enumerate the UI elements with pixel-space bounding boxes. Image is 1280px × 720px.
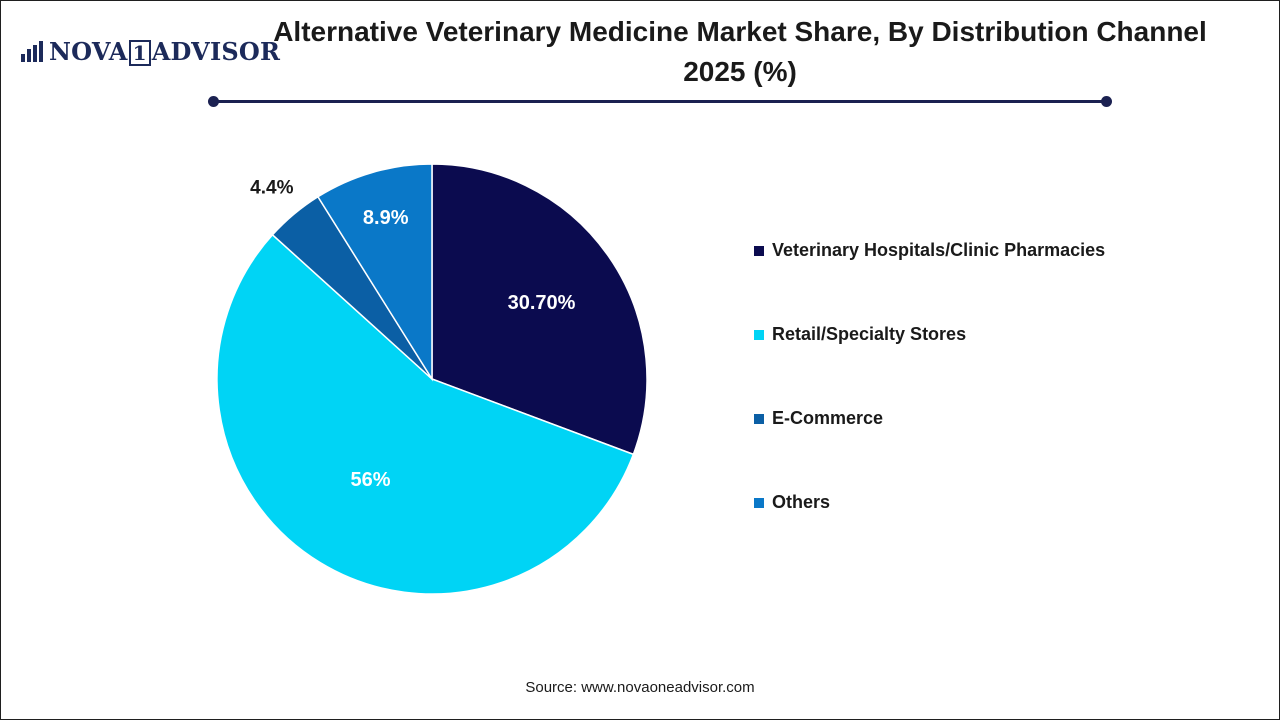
bar-chart-icon <box>21 41 43 62</box>
data-label: 4.4% <box>250 177 293 198</box>
legend-label: Veterinary Hospitals/Clinic Pharmacies <box>772 240 1106 260</box>
logo-text: NOVA 1 ADVISOR <box>49 36 281 66</box>
data-label: 56% <box>351 469 391 491</box>
pie-slice-retail-specialty-stores <box>216 233 635 595</box>
legend-label: Others <box>772 492 831 512</box>
legend-swatch <box>754 413 764 424</box>
legend-item: Others <box>754 492 830 513</box>
title-divider <box>208 96 1112 107</box>
pie-slice-veterinary-hospitals-clinic-pharmacies <box>431 163 648 456</box>
legend-label: Retail/Specialty Stores <box>772 324 967 344</box>
legend-item: Veterinary Hospitals/Clinic Pharmacies <box>754 240 1105 261</box>
legend-label: E-Commerce <box>772 408 884 428</box>
divider-dot-right <box>1101 96 1112 107</box>
legend-swatch <box>754 497 764 508</box>
legend-swatch <box>754 329 764 340</box>
chart-title: Alternative Veterinary Medicine Market S… <box>273 16 1207 87</box>
legend-swatch <box>754 245 764 256</box>
data-label: 30.70% <box>508 292 576 314</box>
legend-item: E-Commerce <box>754 408 883 429</box>
source-note: Source: www.novaoneadvisor.com <box>525 679 755 696</box>
data-label: 8.9% <box>363 207 409 229</box>
divider-dot-left <box>208 96 219 107</box>
legend-item: Retail/Specialty Stores <box>754 324 966 345</box>
logo: NOVA 1 ADVISOR <box>20 34 280 68</box>
pie-slice-others <box>316 163 433 382</box>
